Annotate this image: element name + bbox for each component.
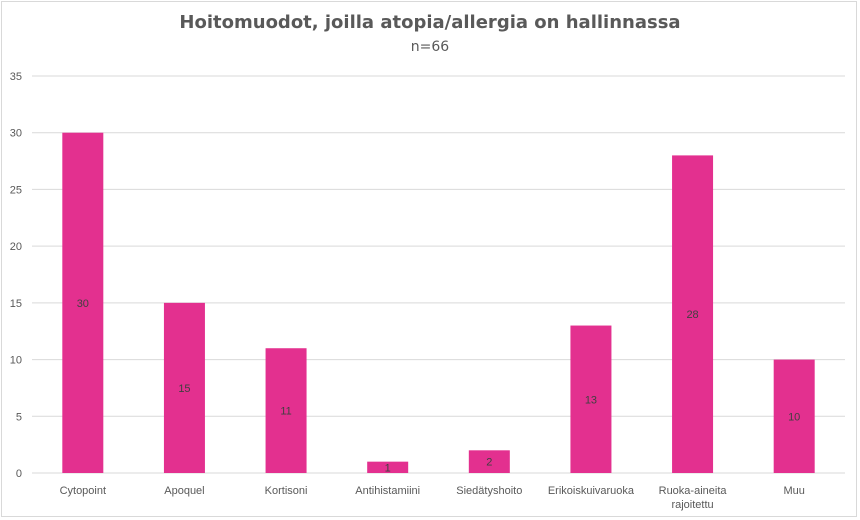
- bar-kortisoni: [265, 348, 307, 473]
- y-tick-label: 15: [10, 298, 22, 310]
- bars: [62, 132, 815, 473]
- y-tick-label: 0: [16, 468, 22, 480]
- x-category-label: Ruoka-aineita rajoitettu: [659, 485, 728, 511]
- y-tick-label: 35: [10, 71, 22, 83]
- chart-title: Hoitomuodot, joilla atopia/allergia on h…: [179, 12, 681, 33]
- x-category-label: Siedätyshoito: [456, 485, 522, 497]
- gridlines: [32, 75, 845, 474]
- x-category-label: Antihistamiini: [355, 485, 420, 497]
- bar-siedätyshoito: [468, 450, 510, 473]
- y-tick-label: 5: [16, 411, 22, 423]
- x-category-label: Muu: [783, 485, 804, 497]
- data-label: 10: [788, 411, 800, 423]
- x-axis-labels: Cytopoint Apoquel Kortisoni Antihistamiini S…: [60, 485, 805, 511]
- data-label: 13: [585, 394, 597, 406]
- x-category-line: Ruoka-aineita: [659, 485, 728, 497]
- x-category-label: Erikoiskuivaruoka: [548, 485, 635, 497]
- x-category-label: Cytopoint: [60, 485, 106, 497]
- bar-erikoiskuivaruoka: [570, 325, 612, 473]
- data-label: 11: [280, 406, 291, 418]
- x-category-label: Apoquel: [164, 485, 204, 497]
- x-category-line: Antihistamiini: [355, 485, 420, 497]
- x-category-line: Cytopoint: [60, 485, 106, 497]
- y-tick-label: 30: [10, 128, 22, 140]
- data-label: 30: [77, 298, 89, 310]
- bar-antihistamiini: [367, 461, 409, 473]
- y-tick-label: 10: [10, 355, 22, 367]
- x-category-line: rajoitettu: [671, 499, 713, 511]
- y-tick-label: 25: [10, 184, 22, 196]
- data-label: 28: [686, 309, 698, 321]
- x-category-line: Apoquel: [164, 485, 204, 497]
- bar-cytopoint: [62, 132, 104, 473]
- bar-apoquel: [163, 302, 205, 473]
- data-label: 15: [178, 383, 190, 395]
- chart-subtitle: n=66: [410, 39, 450, 55]
- bar-ruoka-aineita-rajoitettu: [672, 155, 714, 473]
- bar-muu: [773, 359, 815, 473]
- x-category-line: Erikoiskuivaruoka: [548, 485, 635, 497]
- y-axis-ticks: 0 5 10 15 20 25 30 35: [10, 71, 22, 480]
- x-category-line: Kortisoni: [265, 485, 308, 497]
- y-tick-label: 20: [10, 241, 22, 253]
- data-label: 1: [385, 462, 391, 474]
- x-category-line: Siedätyshoito: [456, 485, 522, 497]
- data-label: 2: [486, 457, 492, 469]
- x-category-label: Kortisoni: [265, 485, 308, 497]
- x-category-line: Muu: [783, 485, 804, 497]
